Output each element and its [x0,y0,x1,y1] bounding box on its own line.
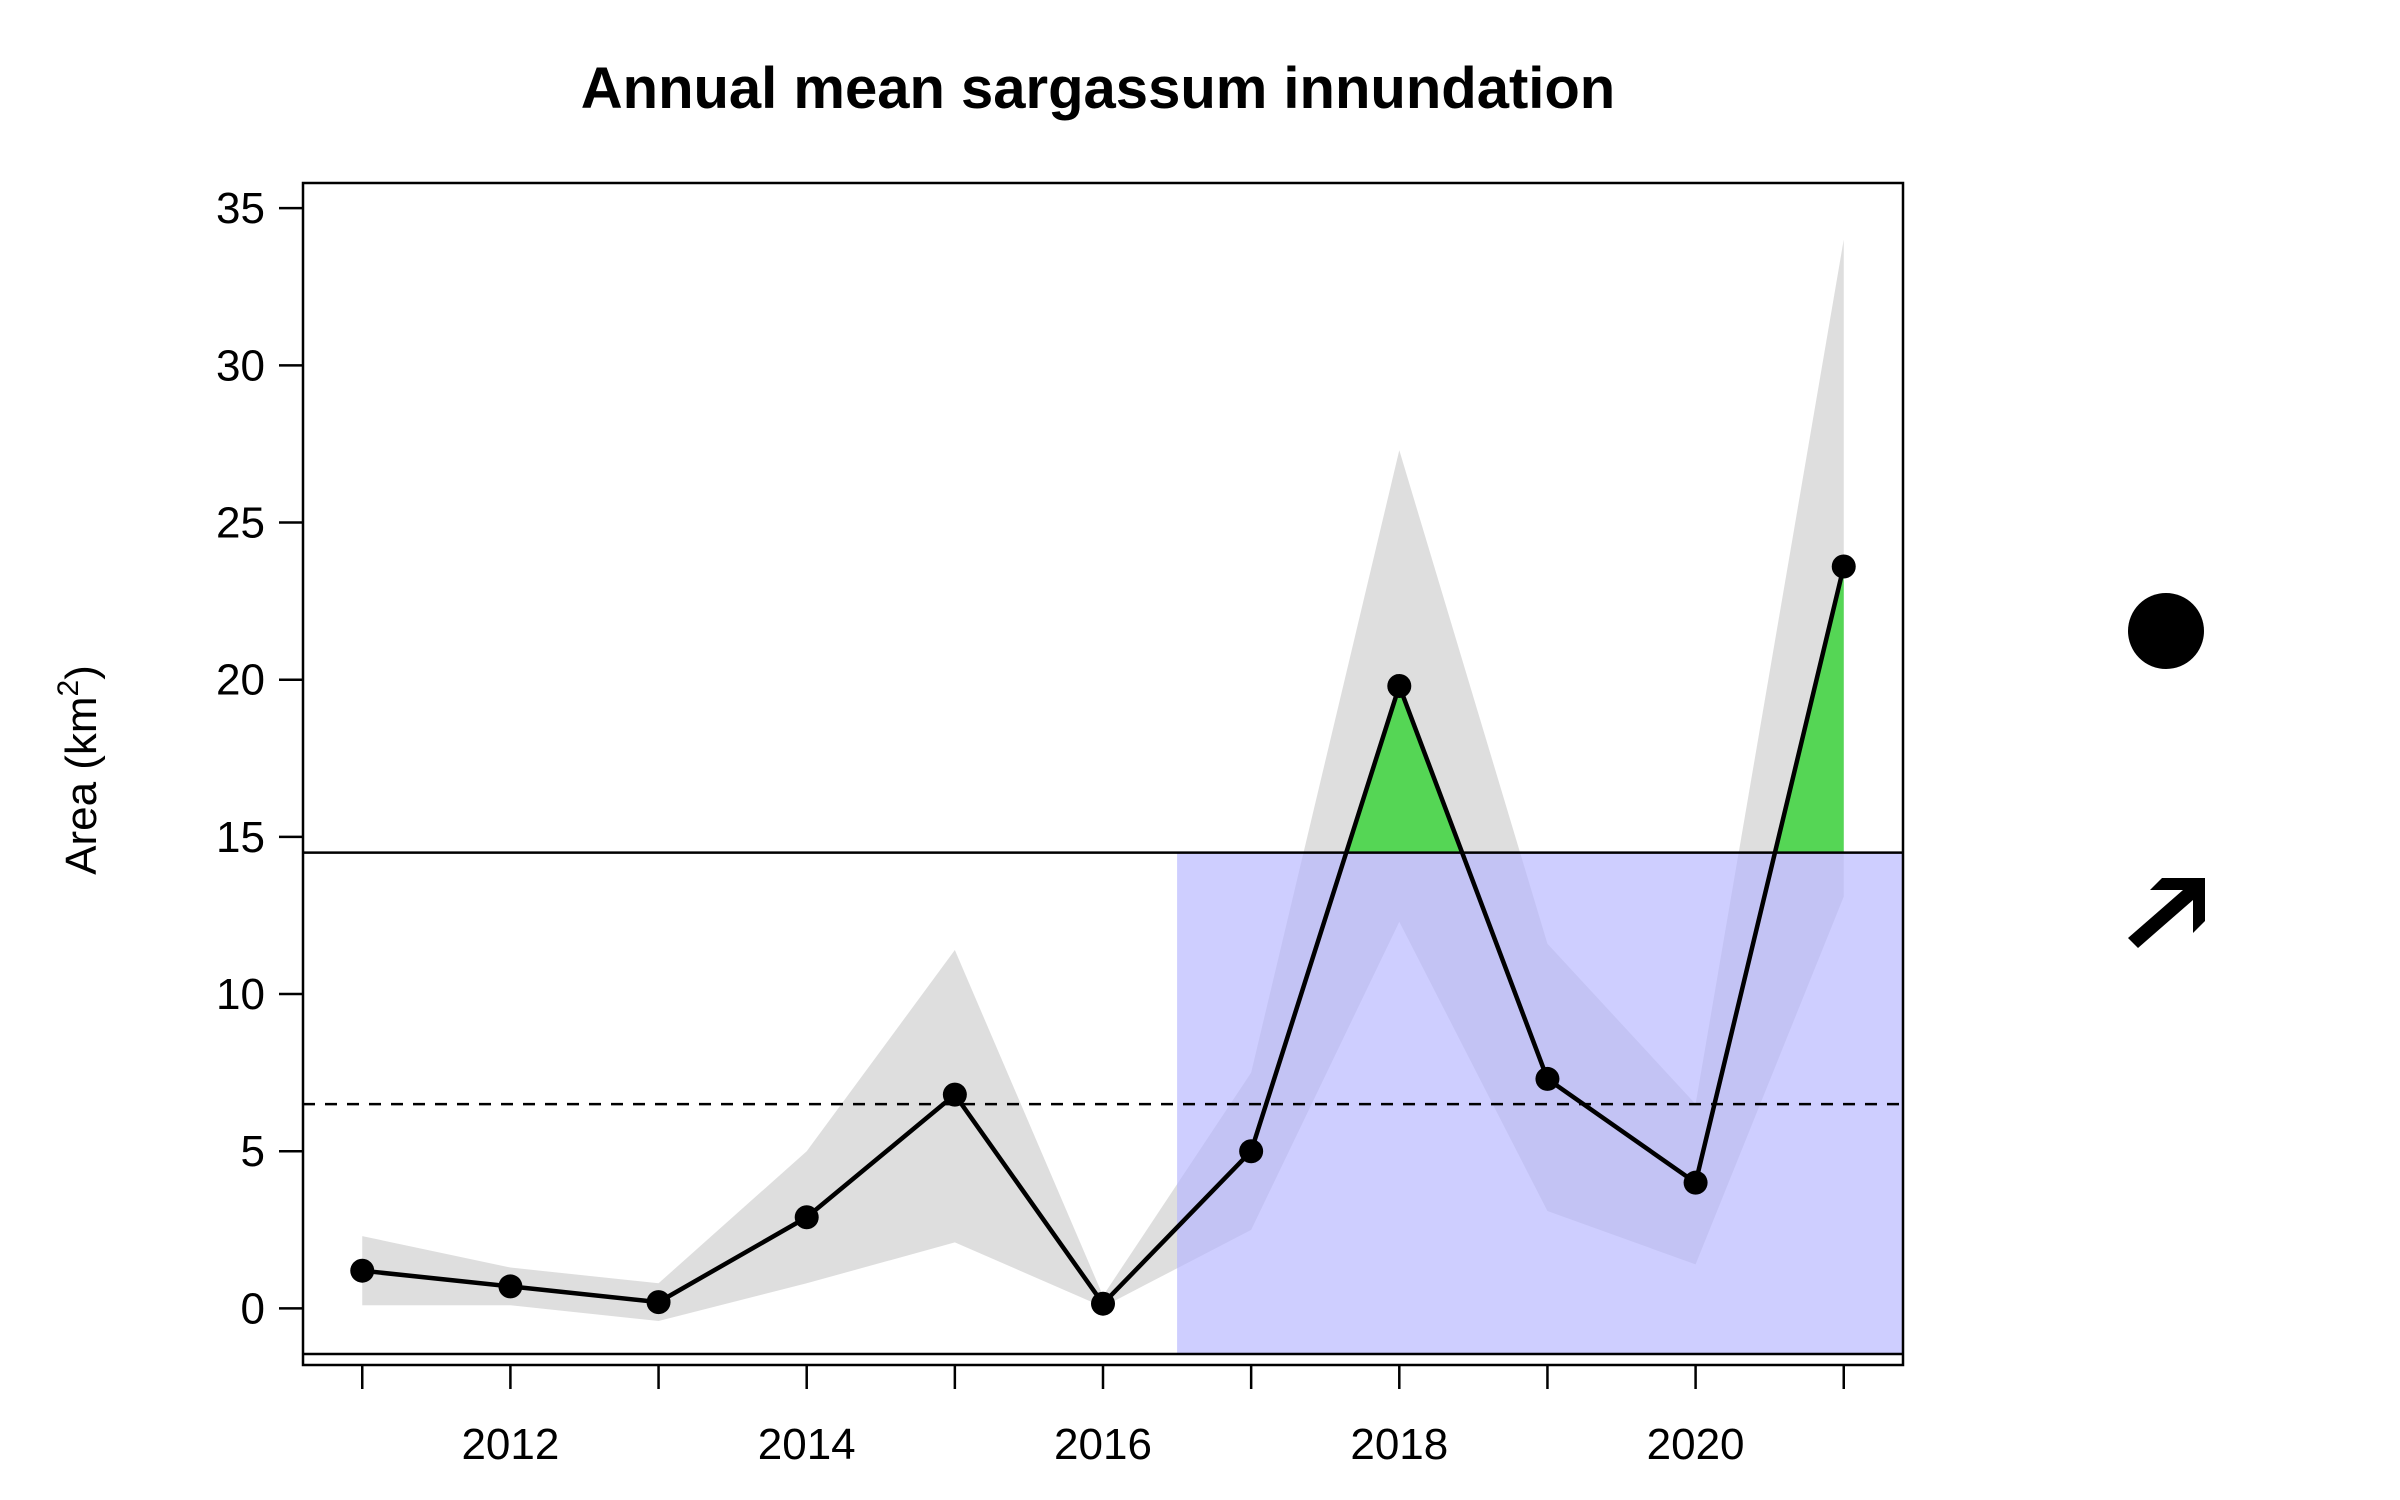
y-tick-label: 35 [216,184,265,233]
data-point [350,1258,375,1283]
y-tick-label: 15 [216,813,265,862]
y-tick-label: 0 [241,1284,265,1333]
data-point [1831,554,1856,579]
x-tick-label: 2012 [461,1420,559,1469]
x-tick-label: 2018 [1350,1420,1448,1469]
y-tick-label: 30 [216,341,265,390]
x-tick-label: 2020 [1647,1420,1745,1469]
y-tick-label: 20 [216,656,265,705]
data-point [1535,1066,1560,1091]
data-point [942,1082,967,1107]
y-axis-label-close: ) [57,665,106,680]
y-tick-label: 10 [216,970,265,1019]
above-threshold-fill [1346,685,1463,853]
chart-title: Annual mean sargassum innundation [581,56,1615,121]
y-axis-label-text: Area (km [57,696,106,874]
arrow-up-right-icon [2128,878,2205,948]
data-point [1239,1139,1264,1164]
y-axis-label-superscript: 2 [52,680,85,697]
data-point [1387,673,1412,698]
trend-indicators [2128,593,2205,948]
data-point [646,1290,671,1315]
y-tick-label: 5 [241,1127,265,1176]
data-point [794,1205,819,1230]
x-tick-label: 2016 [1054,1420,1152,1469]
x-tick-label: 2014 [758,1420,856,1469]
data-point [498,1274,523,1299]
filled-circle-icon [2128,593,2204,669]
y-axis-label: Area (km2) [52,665,106,875]
plot-area: 0 5 10 15 20 25 30 35 2012 2014 2016 2018 2020 [216,181,1905,1469]
data-point [1683,1170,1708,1195]
y-tick-label: 25 [216,499,265,548]
data-point [1091,1291,1115,1316]
